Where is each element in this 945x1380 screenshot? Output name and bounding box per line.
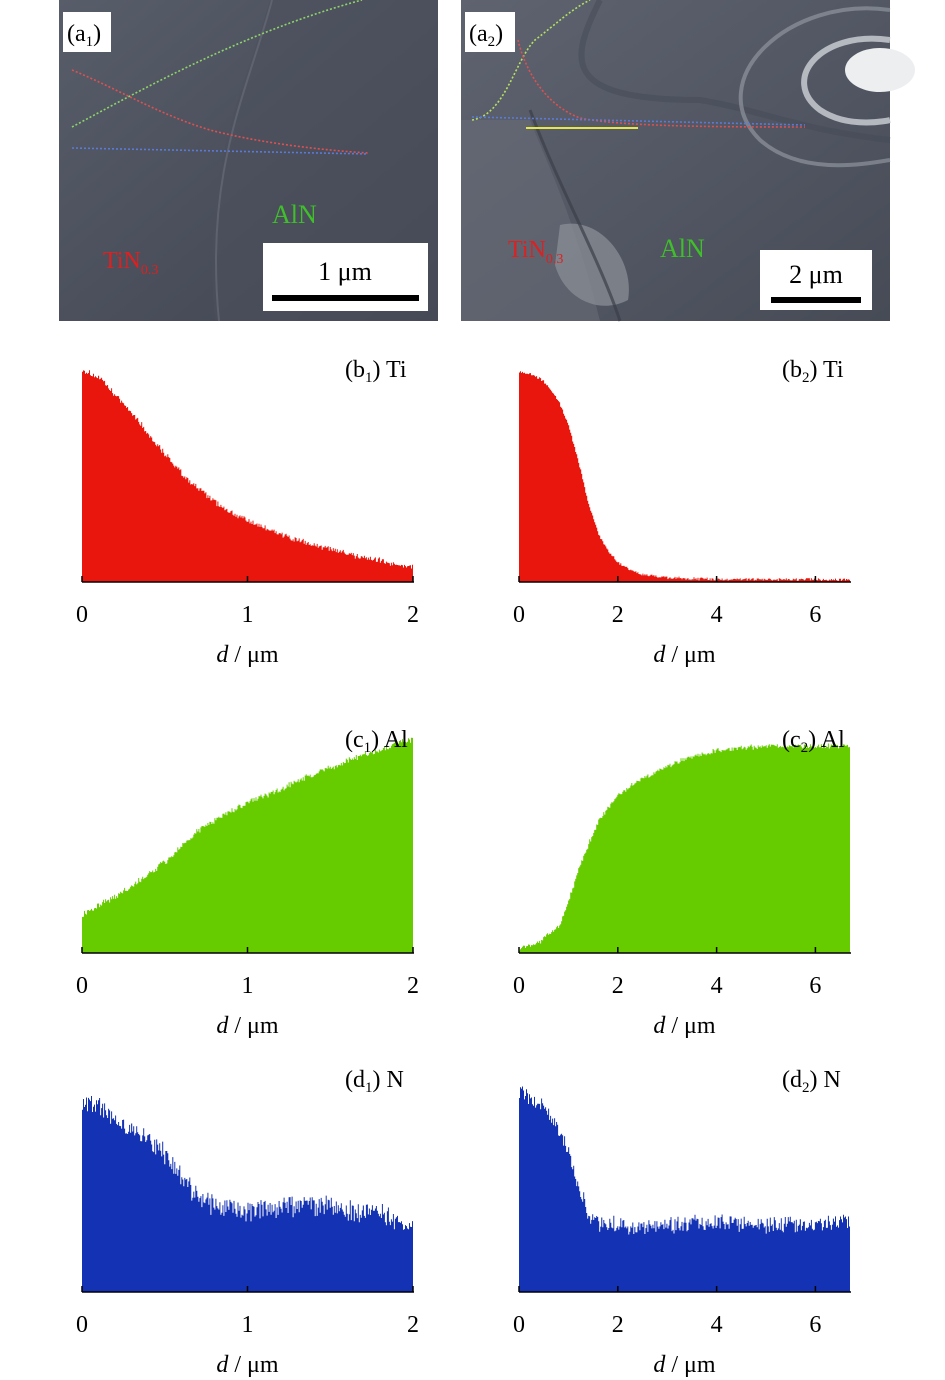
x-tick-label-b1: 2 <box>407 602 419 628</box>
panel-label-b2: (b2) Ti <box>782 357 844 386</box>
al-linescan-trace <box>71 0 363 128</box>
x-tick-label-d2: 0 <box>513 1312 525 1338</box>
x-tick-label-d1: 1 <box>242 1312 254 1338</box>
profile-area-c1 <box>82 737 413 953</box>
profile-area-c2 <box>519 743 850 953</box>
x-tick-label-d1: 2 <box>407 1312 419 1338</box>
x-axis-label-d2: d / μm <box>653 1352 716 1378</box>
chart-b2-ti: 0 2 4 6 d / μm (b2) Ti <box>513 357 851 668</box>
x-axis-label-c1: d / μm <box>216 1013 279 1039</box>
panel-label-d2: (d2) N <box>782 1067 841 1096</box>
phase-label-aln: AlN <box>660 234 705 263</box>
chart-d1-n: 0 1 2 d / μm (d1) N <box>76 1067 419 1378</box>
panel-label-c1: (c1) Al <box>345 727 408 756</box>
chart-d2-n: 0 2 4 6 d / μm (d2) N <box>513 1067 851 1378</box>
panel-label-a2: (a2) <box>469 21 503 50</box>
x-tick-label-b2: 4 <box>711 602 723 628</box>
x-tick-label-b1: 1 <box>242 602 254 628</box>
tin-grain <box>555 223 629 306</box>
x-tick-label-b2: 6 <box>809 602 821 628</box>
x-tick-label-d2: 2 <box>612 1312 624 1338</box>
sem-panel-a2: (a2) AlN TiN0.3 2 μm <box>461 0 915 322</box>
profile-area-b1 <box>82 370 413 582</box>
bright-inclusion <box>845 48 915 92</box>
phase-label-aln: AlN <box>272 200 317 229</box>
x-tick-label-c2: 4 <box>711 973 723 999</box>
n-linescan-trace <box>471 116 806 126</box>
x-tick-label-b1: 0 <box>76 602 88 628</box>
n-linescan-trace <box>71 147 369 155</box>
phase-label-tin: TiN0.3 <box>103 248 158 278</box>
scalebar-line <box>272 295 419 301</box>
x-tick-label-b2: 0 <box>513 602 525 628</box>
chart-c1-al: 0 1 2 d / μm (c1) Al <box>76 727 419 1039</box>
panel-label-b1: (b1) Ti <box>345 357 407 386</box>
scalebar-label: 2 μm <box>789 260 843 289</box>
x-axis-label-b1: d / μm <box>216 642 279 668</box>
al-linescan-trace <box>471 0 591 121</box>
x-tick-label-c2: 0 <box>513 973 525 999</box>
x-tick-label-d2: 4 <box>711 1312 723 1338</box>
phase-label-tin: TiN0.3 <box>508 237 563 267</box>
panel-label-box <box>465 12 515 52</box>
x-axis-label-d1: d / μm <box>216 1352 279 1378</box>
sem-panel-a1: (a1) AlN TiN0.3 1 μm <box>59 0 438 322</box>
x-tick-label-c2: 2 <box>612 973 624 999</box>
panel-label-a1: (a1) <box>67 21 101 50</box>
profile-area-d2 <box>519 1086 850 1292</box>
chart-b1-ti: 0 1 2 d / μm (b1) Ti <box>76 357 419 668</box>
x-tick-label-c1: 0 <box>76 973 88 999</box>
x-tick-label-d2: 6 <box>809 1312 821 1338</box>
panel-label-box <box>63 12 111 52</box>
x-axis-label-b2: d / μm <box>653 642 716 668</box>
x-tick-label-c1: 2 <box>407 973 419 999</box>
x-tick-label-c2: 6 <box>809 973 821 999</box>
scalebar-label: 1 μm <box>318 257 372 286</box>
x-axis-label-c2: d / μm <box>653 1013 716 1039</box>
x-tick-label-d1: 0 <box>76 1312 88 1338</box>
x-tick-label-b2: 2 <box>612 602 624 628</box>
panel-label-d1: (d1) N <box>345 1067 404 1096</box>
scalebar-line <box>771 297 861 303</box>
profile-area-d1 <box>82 1096 413 1292</box>
chart-c2-al: 0 2 4 6 d / μm (c2) Al <box>513 727 851 1039</box>
profile-area-b2 <box>519 371 850 582</box>
panel-label-c2: (c2) Al <box>782 727 845 756</box>
x-tick-label-c1: 1 <box>242 973 254 999</box>
